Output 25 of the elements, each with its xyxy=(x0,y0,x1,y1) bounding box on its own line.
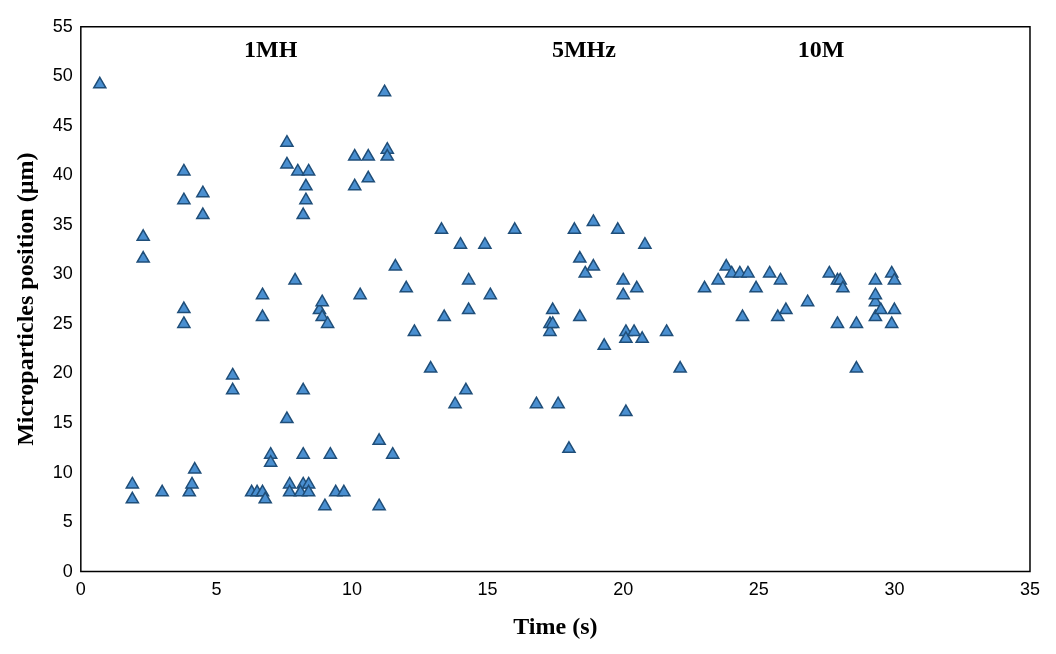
y-tick-label: 35 xyxy=(52,213,73,234)
x-tick-label: 0 xyxy=(75,579,86,600)
y-tick-label: 15 xyxy=(52,411,73,432)
x-tick-label: 20 xyxy=(613,579,634,600)
y-tick-label: 30 xyxy=(52,263,73,284)
y-tick-label: 40 xyxy=(52,164,73,185)
x-axis-title: Time (s) xyxy=(513,612,598,639)
y-axis-title: Microparticles position (µm) xyxy=(11,152,38,446)
x-tick-label: 25 xyxy=(748,579,769,600)
y-tick-label: 45 xyxy=(52,114,73,135)
annotation: 1MH xyxy=(243,36,298,62)
y-tick-label: 0 xyxy=(62,560,73,581)
y-tick-label: 50 xyxy=(52,65,73,86)
y-tick-label: 5 xyxy=(62,511,73,532)
y-tick-label: 10 xyxy=(52,461,73,482)
x-tick-label: 10 xyxy=(342,579,363,600)
x-tick-label: 15 xyxy=(477,579,498,600)
x-tick-label: 30 xyxy=(884,579,905,600)
x-tick-label: 5 xyxy=(211,579,222,600)
y-tick-label: 25 xyxy=(52,312,73,333)
x-tick-label: 35 xyxy=(1019,579,1040,600)
annotation: 10M xyxy=(797,36,845,62)
y-tick-label: 20 xyxy=(52,362,73,383)
y-tick-label: 55 xyxy=(52,15,73,36)
annotation: 5MHz xyxy=(551,36,617,62)
